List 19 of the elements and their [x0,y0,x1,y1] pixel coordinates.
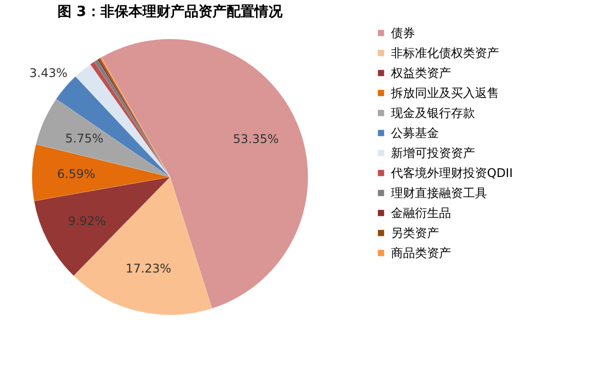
legend-label: 拆放同业及买入返售 [390,86,499,100]
legend-label: 理财直接融资工具 [391,186,487,200]
legend-label: 债券 [391,26,415,40]
data-label: 6.59% [57,166,96,181]
legend-label: 金融衍生品 [391,206,451,220]
chart-title: 图 3：非保本理财产品资产配置情况 [58,3,284,20]
data-label: 17.23% [126,261,172,276]
legend-label: 商品类资产 [391,246,451,260]
legend-label: 现金及银行存款 [391,106,475,120]
data-label: 3.43% [29,66,68,80]
data-label: 9.92% [68,214,106,228]
legend-label: 非标准化债权类资产 [391,46,499,60]
legend-label: 代客境外理财投资QDII [390,166,513,180]
legend-label: 新增可投资资产 [391,146,475,160]
legend-label: 另类资产 [391,226,439,240]
data-label: 5.75% [65,132,104,146]
legend-label: 权益类资产 [390,66,451,80]
legend-label: 公募基金 [391,126,439,140]
data-label: 53.35% [233,132,279,146]
